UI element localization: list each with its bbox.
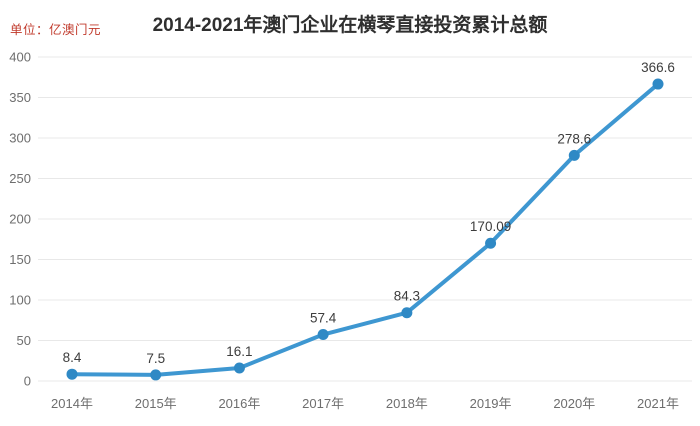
x-axis-tick-label: 2021年 <box>637 396 679 411</box>
line-chart-canvas: 0 50 100 150 200 250 300 350 400 2014年 2015年 2016年 2… <box>9 50 692 411</box>
y-axis-tick-label: 150 <box>9 252 31 267</box>
y-axis-tick-label: 250 <box>9 171 31 186</box>
data-point-marker <box>233 362 245 374</box>
y-axis-tick-label: 50 <box>17 333 31 348</box>
data-point-label: 84.3 <box>394 289 420 304</box>
data-point-marker <box>66 368 78 380</box>
data-point-marker <box>485 237 497 249</box>
data-point-label: 16.1 <box>226 344 252 359</box>
x-axis-tick-label: 2017年 <box>302 396 344 411</box>
y-axis-tick-label: 400 <box>9 50 31 65</box>
x-axis-tick-label: 2016年 <box>218 396 260 411</box>
unit-label: 单位：亿澳门元 <box>10 23 102 37</box>
y-axis-tick-label: 200 <box>9 212 31 227</box>
x-axis-tick-label: 2015年 <box>135 396 177 411</box>
data-point-label: 278.6 <box>557 131 591 146</box>
data-point-label: 170.09 <box>470 219 511 234</box>
x-axis-tick-label: 2018年 <box>386 396 428 411</box>
data-point-label: 57.4 <box>310 311 337 326</box>
y-axis-tick-label: 0 <box>24 374 31 389</box>
data-point-marker <box>568 149 580 161</box>
data-point-label: 366.6 <box>641 60 675 75</box>
x-axis-tick-label: 2019年 <box>470 396 512 411</box>
data-point-marker <box>150 369 162 381</box>
data-point-marker <box>317 329 329 341</box>
data-point-label: 7.5 <box>146 351 165 366</box>
data-point-label: 8.4 <box>63 350 82 365</box>
data-point-marker <box>652 78 664 90</box>
chart-title: 2014-2021年澳门企业在横琴直接投资累计总额 <box>152 15 548 36</box>
x-axis-tick-label: 2020年 <box>553 396 595 411</box>
x-axis-tick-label: 2014年 <box>51 396 93 411</box>
data-point-marker <box>401 307 413 319</box>
data-line <box>70 82 660 377</box>
y-axis-tick-label: 350 <box>9 90 31 105</box>
y-axis-tick-label: 300 <box>9 131 31 146</box>
y-axis-tick-label: 100 <box>9 293 31 308</box>
line-chart: 0 50 100 150 200 250 300 350 400 2014年 2015年 2016年 2… <box>0 44 700 426</box>
